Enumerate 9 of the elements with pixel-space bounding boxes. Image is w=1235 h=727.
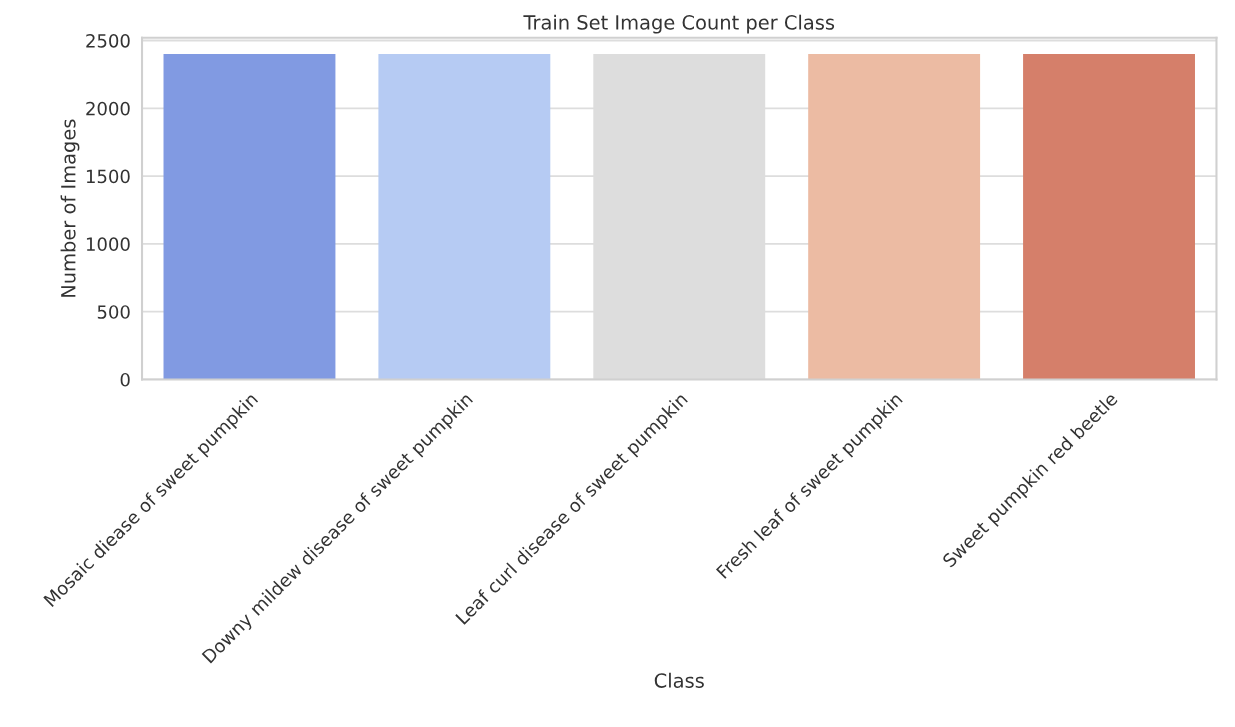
y-tick-label: 0 xyxy=(120,372,130,387)
y-tick-label: 1500 xyxy=(86,169,130,184)
y-tick-label: 2500 xyxy=(86,33,130,48)
y-tick-label: 1000 xyxy=(86,237,130,252)
chart-title: Train Set Image Count per Class xyxy=(523,14,835,34)
y-tick-label: 2000 xyxy=(86,101,130,116)
x-axis-title: Class xyxy=(654,672,704,688)
y-axis-title: Number of Images xyxy=(60,119,80,297)
y-tick-label: 500 xyxy=(97,305,130,319)
